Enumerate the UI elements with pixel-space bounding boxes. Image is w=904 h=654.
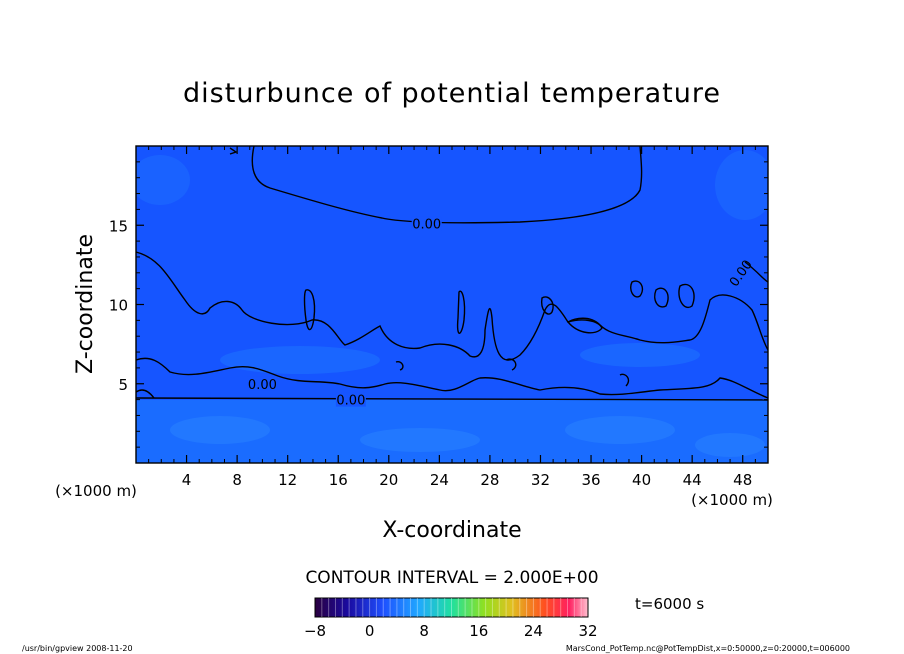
colorbar-stripes xyxy=(321,598,582,617)
time-label: t=6000 s xyxy=(635,595,704,613)
x-axis-label: X-coordinate xyxy=(382,518,521,543)
contour-label-bg xyxy=(411,216,442,231)
x-tick-label: 40 xyxy=(632,471,651,489)
y-tick-label: 10 xyxy=(109,297,128,315)
contour-line xyxy=(136,389,155,399)
contour-line xyxy=(619,373,630,387)
contour-label: 0.00 xyxy=(412,218,441,233)
x-tick-label: 32 xyxy=(531,471,550,489)
y-tick-label: 5 xyxy=(118,376,128,394)
x-axis-ticks: 4 8 12 16 20 24 28 32 36 40 44 48 xyxy=(148,146,756,489)
y-tick-label: 15 xyxy=(109,217,128,235)
colorbar-ticks: −8 0 8 16 24 32 xyxy=(304,622,598,640)
colorbar-tick-label: 32 xyxy=(578,622,597,640)
contour-line xyxy=(136,357,768,399)
x-tick-label: 4 xyxy=(182,471,192,489)
colorbar-tick-label: 0 xyxy=(365,622,375,640)
footer-right: MarsCond_PotTemp.nc@PotTempDist,x=0:5000… xyxy=(566,644,850,653)
contour-line xyxy=(303,289,316,331)
contour-line xyxy=(456,290,466,334)
chart-title: disturbunce of potential temperature xyxy=(183,78,721,109)
x-tick-label: 36 xyxy=(581,471,600,489)
y-axis-ticks: 5 10 15 xyxy=(109,161,768,448)
colorbar-tick-label: 16 xyxy=(469,622,488,640)
contour-line xyxy=(744,261,768,283)
x-tick-label: 20 xyxy=(379,471,398,489)
contour-line xyxy=(630,280,644,298)
x-tick-label: 24 xyxy=(430,471,449,489)
contour-line xyxy=(395,360,404,371)
contour-line xyxy=(654,287,669,308)
x-tick-label: 44 xyxy=(683,471,702,489)
x-tick-label: 16 xyxy=(329,471,348,489)
contour-line xyxy=(540,296,554,315)
colorbar-tick-label: 24 xyxy=(524,622,543,640)
contour-line xyxy=(566,319,603,334)
colorbar-tick-label: −8 xyxy=(304,622,326,640)
contour-interval-label: CONTOUR INTERVAL = 2.000E+00 xyxy=(305,568,598,588)
y-axis-label: Z-coordinate xyxy=(73,234,98,374)
contour-label-bg xyxy=(247,376,278,391)
contour-label-bg xyxy=(335,392,366,407)
colorbar xyxy=(314,597,589,618)
x-tick-label: 12 xyxy=(278,471,297,489)
colorbar-tick-label: 8 xyxy=(419,622,429,640)
contour-label: 0.00 xyxy=(336,394,365,409)
contour-line xyxy=(136,397,768,401)
footer-left: /usr/bin/gpview 2008-11-20 xyxy=(22,644,133,653)
y-unit-label: (×1000 m) xyxy=(55,482,137,500)
contour-line xyxy=(229,147,238,155)
contour-line xyxy=(136,251,768,361)
x-tick-label: 48 xyxy=(733,471,752,489)
contour-line xyxy=(678,283,695,309)
x-tick-label: 28 xyxy=(480,471,499,489)
contour-line xyxy=(505,358,517,371)
contour-label: 0.00 xyxy=(248,378,277,393)
x-unit-label: (×1000 m) xyxy=(691,491,773,509)
x-tick-label: 8 xyxy=(232,471,242,489)
plot-area xyxy=(136,146,768,463)
